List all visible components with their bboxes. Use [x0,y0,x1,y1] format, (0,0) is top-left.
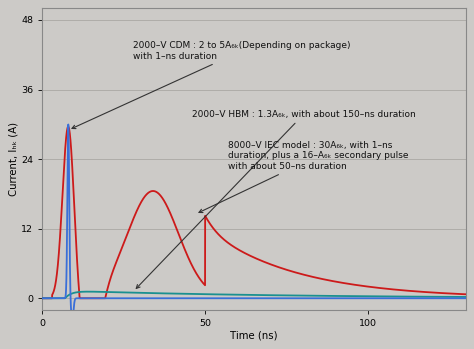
Text: 2000–V CDM : 2 to 5A₆ₖ(Depending on package)
with 1–ns duration: 2000–V CDM : 2 to 5A₆ₖ(Depending on pack… [72,41,351,128]
X-axis label: Time (ns): Time (ns) [230,331,278,341]
Y-axis label: Current, Iₕₖ (A): Current, Iₕₖ (A) [9,122,18,196]
Text: 2000–V HBM : 1.3A₆ₖ, with about 150–ns duration: 2000–V HBM : 1.3A₆ₖ, with about 150–ns d… [136,110,416,288]
Text: 8000–V IEC model : 30A₆ₖ, with 1–ns
duration, plus a 16–A₆ₖ secondary pulse
with: 8000–V IEC model : 30A₆ₖ, with 1–ns dura… [199,141,409,213]
